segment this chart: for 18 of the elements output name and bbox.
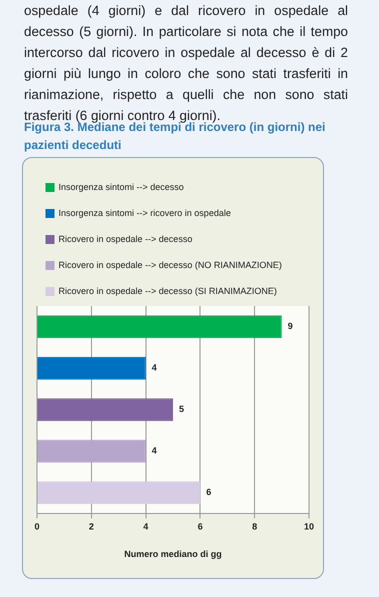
legend-label: Ricovero in ospedale --> decesso (NO RIANIMAZIONE) xyxy=(58,260,282,270)
x-tick-label: 0 xyxy=(34,521,40,532)
legend-label: Ricovero in ospedale --> decesso xyxy=(58,234,192,244)
data-label: 5 xyxy=(179,404,184,414)
legend-label: Ricovero in ospedale --> decesso (SI RIANIMAZIONE) xyxy=(58,286,277,296)
x-tick-label: 10 xyxy=(304,521,314,532)
x-axis-title: Numero mediano di gg xyxy=(124,549,222,560)
x-tick-label: 6 xyxy=(198,521,203,532)
x-tick-label: 4 xyxy=(143,521,148,532)
legend-label: Insorgenza sintomi --> decesso xyxy=(58,182,184,192)
data-label: 4 xyxy=(152,446,157,456)
text: ospedale (4 giorni) e dal ricovero in ospedale al decesso (5 giorni). In particolare si nota che il tempo intercorso dal ricovero in ospedale al decesso è di 2 giorni più lungo in coloro che sono stati trasferiti in rianimazione, rispetto a quelli che non sono stati trasferiti (6 giorni contro 4 giorni). xyxy=(24,2,348,123)
data-label: 6 xyxy=(206,487,212,498)
x-tick-label: 8 xyxy=(252,521,258,532)
x-tick-label: 2 xyxy=(88,521,94,532)
data-label: 9 xyxy=(288,321,293,332)
data-label: 4 xyxy=(152,362,157,373)
legend-label: Insorgenza sintomi --> ricovero in ospedale xyxy=(58,208,231,218)
